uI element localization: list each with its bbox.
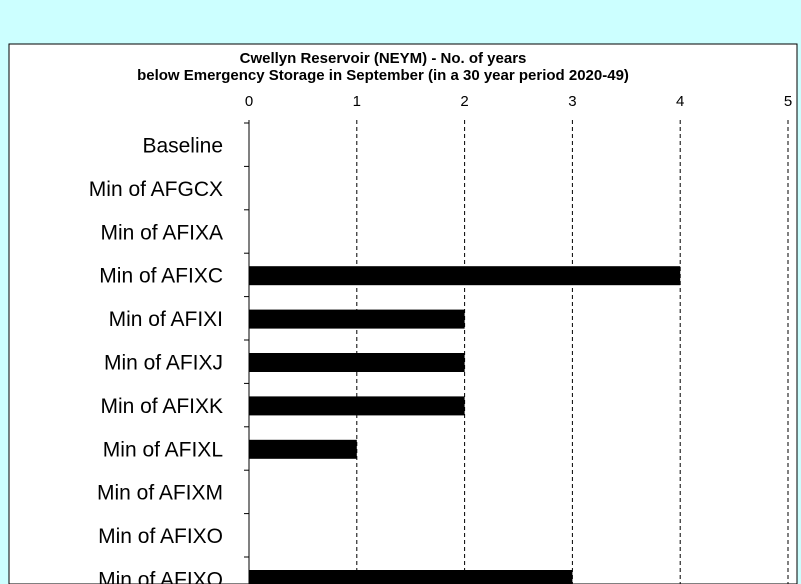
x-tick-label: 0 [245, 93, 253, 110]
category-label: Min of AFIXJ [104, 352, 223, 375]
category-label: Min of AFIXK [100, 395, 223, 418]
category-label: Min of AFIXQ [98, 569, 223, 584]
chart-title: Cwellyn Reservoir (NEYM) - No. of years [240, 50, 527, 67]
bar [249, 396, 465, 416]
bar [249, 439, 357, 459]
chart-subtitle: below Emergency Storage in September (in… [137, 67, 629, 84]
category-label: Min of AFIXO [98, 525, 223, 548]
category-labels: Baseline Min of AFGCX Min of AFIXA Min of A… [89, 135, 223, 584]
bar [249, 309, 465, 329]
x-tick-label: 4 [676, 93, 684, 110]
category-label: Min of AFIXA [100, 221, 223, 244]
category-label: Baseline [142, 135, 223, 158]
category-label: Min of AFIXL [103, 438, 223, 461]
category-label: Min of AFIXI [109, 308, 223, 331]
gridlines [244, 120, 789, 584]
bar [249, 353, 465, 372]
bars [249, 266, 681, 584]
category-label: Min of AFIXC [99, 265, 223, 288]
x-tick-label: 2 [460, 93, 468, 110]
category-label: Min of AFGCX [89, 178, 223, 201]
bar [249, 266, 681, 286]
bar [249, 570, 573, 584]
category-label: Min of AFIXM [97, 482, 223, 505]
x-tick-label: 5 [784, 93, 792, 110]
x-tick-label: 3 [568, 93, 576, 110]
x-tick-labels: 0 1 2 3 4 5 [245, 93, 792, 110]
x-tick-label: 1 [353, 93, 361, 110]
